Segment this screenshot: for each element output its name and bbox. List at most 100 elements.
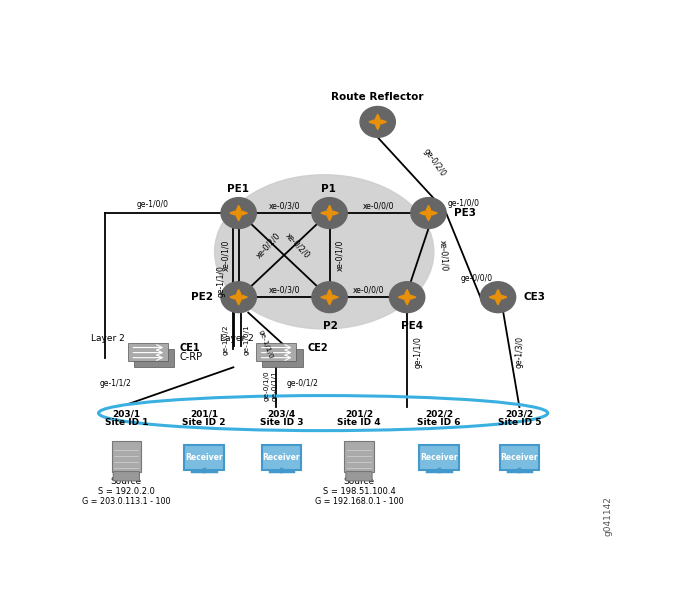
Text: xe-0/2/0: xe-0/2/0 bbox=[284, 231, 311, 260]
Text: ge-1/1/0: ge-1/1/0 bbox=[413, 336, 422, 368]
Text: 203/2: 203/2 bbox=[505, 410, 533, 419]
Polygon shape bbox=[256, 344, 296, 361]
Text: ge-1/0/0: ge-1/0/0 bbox=[137, 200, 169, 209]
FancyBboxPatch shape bbox=[346, 472, 372, 481]
Text: P2: P2 bbox=[323, 320, 338, 331]
FancyArrow shape bbox=[495, 290, 500, 297]
FancyArrow shape bbox=[237, 212, 241, 221]
Ellipse shape bbox=[215, 175, 434, 329]
Text: CE2: CE2 bbox=[308, 343, 328, 353]
Text: Site ID 1: Site ID 1 bbox=[105, 418, 148, 427]
Text: S = 192.0.2.0: S = 192.0.2.0 bbox=[98, 487, 155, 497]
Text: ge-1/3/0: ge-1/3/0 bbox=[514, 336, 524, 368]
FancyArrow shape bbox=[237, 290, 241, 297]
Text: Receiver: Receiver bbox=[185, 453, 223, 462]
FancyArrow shape bbox=[327, 205, 332, 214]
Text: ge-0/1/2: ge-0/1/2 bbox=[287, 379, 319, 388]
FancyArrow shape bbox=[237, 205, 241, 214]
FancyArrow shape bbox=[398, 295, 408, 299]
FancyArrow shape bbox=[405, 297, 409, 305]
Text: PE3: PE3 bbox=[454, 208, 476, 218]
Text: g041142: g041142 bbox=[604, 496, 613, 535]
FancyArrow shape bbox=[230, 211, 239, 215]
FancyArrow shape bbox=[329, 295, 338, 299]
FancyArrow shape bbox=[230, 295, 239, 299]
Text: ge-0/1/0: ge-0/1/0 bbox=[264, 371, 270, 401]
FancyBboxPatch shape bbox=[113, 472, 139, 481]
Circle shape bbox=[360, 106, 395, 137]
FancyArrow shape bbox=[420, 211, 429, 215]
FancyBboxPatch shape bbox=[184, 445, 224, 470]
Text: Layer 2: Layer 2 bbox=[219, 334, 253, 344]
Text: ge-1/1/2: ge-1/1/2 bbox=[100, 379, 132, 388]
FancyArrow shape bbox=[237, 297, 241, 305]
Text: xe-0/2/0: xe-0/2/0 bbox=[254, 231, 282, 260]
Text: CE3: CE3 bbox=[524, 292, 546, 302]
Text: PE4: PE4 bbox=[402, 320, 424, 331]
FancyBboxPatch shape bbox=[344, 441, 374, 472]
Text: Site ID 4: Site ID 4 bbox=[337, 418, 381, 427]
FancyArrow shape bbox=[329, 211, 338, 215]
Circle shape bbox=[221, 282, 256, 313]
Text: Site ID 2: Site ID 2 bbox=[182, 418, 226, 427]
Text: 203/1: 203/1 bbox=[112, 410, 141, 419]
Text: ge-0/1/1: ge-0/1/1 bbox=[271, 371, 277, 401]
Circle shape bbox=[411, 198, 446, 228]
Text: Receiver: Receiver bbox=[263, 453, 300, 462]
FancyArrow shape bbox=[377, 120, 386, 124]
Circle shape bbox=[312, 198, 347, 228]
FancyArrow shape bbox=[426, 205, 431, 214]
Text: ge-1/0/2: ge-1/0/2 bbox=[222, 324, 228, 354]
Text: P1: P1 bbox=[321, 185, 336, 194]
FancyArrow shape bbox=[375, 121, 380, 129]
Text: Route Reflector: Route Reflector bbox=[331, 92, 424, 103]
Circle shape bbox=[312, 282, 347, 313]
Text: xe-0/3/0: xe-0/3/0 bbox=[268, 202, 300, 211]
FancyArrow shape bbox=[327, 290, 332, 297]
Text: 203/4: 203/4 bbox=[267, 410, 295, 419]
Text: xe-0/3/0: xe-0/3/0 bbox=[268, 286, 300, 294]
Text: ge-0/0/0: ge-0/0/0 bbox=[460, 274, 493, 283]
Text: Site ID 6: Site ID 6 bbox=[417, 418, 461, 427]
Circle shape bbox=[389, 282, 425, 313]
FancyArrow shape bbox=[428, 211, 437, 215]
FancyBboxPatch shape bbox=[500, 445, 539, 470]
Text: xe-0/1/0: xe-0/1/0 bbox=[438, 239, 449, 271]
Text: G = 203.0.113.1 - 100: G = 203.0.113.1 - 100 bbox=[82, 497, 170, 506]
FancyArrow shape bbox=[321, 211, 330, 215]
Text: Source: Source bbox=[344, 477, 375, 486]
FancyArrow shape bbox=[321, 295, 330, 299]
Text: Site ID 3: Site ID 3 bbox=[259, 418, 303, 427]
Text: xe-0/1/0: xe-0/1/0 bbox=[221, 239, 230, 271]
Text: ge-1/1/0: ge-1/1/0 bbox=[257, 328, 273, 359]
FancyArrow shape bbox=[406, 295, 416, 299]
Text: xe-0/0/0: xe-0/0/0 bbox=[353, 286, 384, 294]
Text: xe-0/0/0: xe-0/0/0 bbox=[363, 202, 395, 211]
Text: ge-1/0/0: ge-1/0/0 bbox=[447, 199, 480, 208]
Text: Receiver: Receiver bbox=[500, 453, 538, 462]
Text: ge-1/1/0: ge-1/1/0 bbox=[217, 265, 226, 297]
Polygon shape bbox=[134, 349, 174, 367]
FancyArrow shape bbox=[238, 295, 248, 299]
FancyBboxPatch shape bbox=[420, 445, 459, 470]
FancyBboxPatch shape bbox=[262, 445, 302, 470]
Text: 201/2: 201/2 bbox=[345, 410, 373, 419]
Text: Source: Source bbox=[111, 477, 142, 486]
Text: Site ID 5: Site ID 5 bbox=[497, 418, 541, 427]
FancyArrow shape bbox=[426, 212, 431, 221]
Text: xe-0/1/0: xe-0/1/0 bbox=[336, 239, 345, 271]
Text: Receiver: Receiver bbox=[420, 453, 458, 462]
FancyArrow shape bbox=[489, 295, 499, 299]
Text: ge-1/0/1: ge-1/0/1 bbox=[244, 324, 250, 354]
Text: S = 198.51.100.4: S = 198.51.100.4 bbox=[323, 487, 395, 497]
Text: PE1: PE1 bbox=[226, 185, 248, 194]
FancyArrow shape bbox=[327, 212, 332, 221]
Text: C-RP: C-RP bbox=[179, 352, 203, 362]
Text: 201/1: 201/1 bbox=[190, 410, 218, 419]
Text: CE1: CE1 bbox=[179, 343, 200, 353]
Text: G = 192.168.0.1 - 100: G = 192.168.0.1 - 100 bbox=[315, 497, 403, 506]
Circle shape bbox=[221, 198, 256, 228]
Text: 202/2: 202/2 bbox=[425, 410, 453, 419]
FancyArrow shape bbox=[497, 295, 506, 299]
Polygon shape bbox=[262, 349, 302, 367]
